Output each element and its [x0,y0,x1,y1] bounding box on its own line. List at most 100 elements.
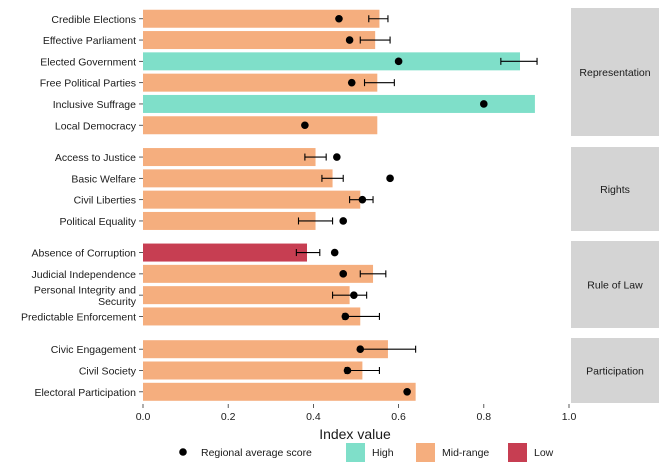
row-label-line: Security [98,296,137,308]
regional-average-dot [339,270,348,278]
row-civil-society: Civil Society [79,361,380,380]
x-axis-title: Index value [319,426,391,442]
regional-average-dot [333,153,341,161]
regional-average-dot [394,57,403,66]
bar [143,243,308,262]
legend-label-mid-range: Mid-range [442,447,489,459]
regional-average-dot [330,248,339,257]
bar [143,9,380,28]
bar [143,264,374,283]
legend-swatch-mid-range [416,443,435,462]
row-credible-elections: Credible Elections [51,9,389,28]
legend-swatch-high [346,443,365,462]
bar [143,52,521,71]
bar [143,361,363,380]
regional-average-dot [343,366,352,375]
bar [143,73,378,92]
x-tick-label: 0.6 [391,411,406,423]
row-label: Absence of Corruption [32,248,137,260]
row-effective-parliament: Effective Parliament [43,31,391,50]
chart-panels: Representation Credible Elections Effectiv… [21,8,659,403]
x-tick-label: 0.4 [306,411,321,423]
x-tick-label: 0.0 [136,411,151,423]
x-tick-label: 0.2 [221,411,236,423]
bar [143,340,388,359]
regional-average-dot [347,78,356,87]
facet-label: Rights [600,184,630,196]
row-label: Access to Justice [55,152,136,164]
legend-dot-label: Regional average score [201,447,312,459]
legend: Regional average score High Mid-range Low [179,443,554,462]
bar [143,94,535,113]
x-tick-label: 0.8 [476,411,491,423]
row-local-democracy: Local Democracy [55,116,378,135]
facet-label: Rule of Law [587,280,643,292]
row-label: Credible Elections [51,14,136,26]
regional-average-dot [386,174,394,183]
facet-strip [571,338,659,403]
facet-strip [571,8,659,136]
row-civil-liberties: Civil Liberties [74,190,374,209]
bar [143,307,361,326]
regional-average-dot [356,345,365,354]
row-basic-welfare: Basic Welfare [71,169,394,188]
legend-swatch-low [508,443,527,462]
bar [143,31,376,50]
facet-rule-of-law: Rule of Law Absence of Corruption Judicial… [21,241,659,328]
row-access-to-justice: Access to Justice [55,148,341,167]
regional-average-dot [341,312,350,321]
row-label: Civil Liberties [74,195,136,207]
facet-label: Representation [579,67,650,79]
row-label: Inclusive Suffrage [53,99,136,111]
facet-rights: Rights Access to Justice Basic Welfare Civi… [55,147,659,231]
row-label: Personal Integrity and Security [34,285,137,309]
row-label: Electoral Participation [34,387,136,399]
bar [143,190,361,209]
legend-dot-icon [179,448,187,456]
facet-participation: Participation Civic Engagement Civil Socie… [34,338,659,403]
row-label: Civic Engagement [51,344,136,356]
row-personal-integrity-and-security: Personal Integrity and Security [34,285,368,309]
row-label: Predictable Enforcement [21,311,136,323]
row-elected-government: Elected Government [40,52,538,71]
regional-average-dot [339,217,348,225]
regional-average-dot [358,195,367,204]
row-label: Political Equality [60,216,137,228]
facet-strip [571,147,659,231]
row-absence-of-corruption: Absence of Corruption [32,243,339,262]
row-judicial-independence: Judicial Independence [32,264,387,283]
row-civic-engagement: Civic Engagement [51,340,417,359]
row-political-equality: Political Equality [60,211,348,230]
x-tick-label: 1.0 [562,411,577,423]
facet-representation: Representation Credible Elections Effectiv… [40,8,659,136]
row-label: Free Political Parties [40,78,136,90]
regional-average-dot [335,14,343,23]
regional-average-dot [403,388,411,396]
regional-average-dot [350,291,358,299]
bar [143,116,378,135]
regional-average-dot [301,121,309,130]
row-label: Effective Parliament [43,35,136,47]
regional-average-dot [345,36,354,44]
row-label: Elected Government [40,56,136,68]
bar [143,211,316,230]
bar [143,286,350,305]
facet-strip [571,241,659,328]
x-axis: 0.0 0.2 0.4 0.6 0.8 1.0 [136,404,577,423]
row-inclusive-suffrage: Inclusive Suffrage [53,94,535,113]
row-electoral-participation: Electoral Participation [34,382,416,401]
row-label: Local Democracy [55,120,137,132]
bar [143,382,416,401]
row-label: Judicial Independence [32,269,137,281]
row-label-line: Personal Integrity and [34,285,136,297]
legend-label-high: High [372,447,394,459]
legend-label-low: Low [534,447,554,459]
regional-average-dot [480,100,488,108]
bar [143,169,333,188]
row-free-political-parties: Free Political Parties [40,73,395,92]
facet-label: Participation [586,366,644,378]
row-predictable-enforcement: Predictable Enforcement [21,307,380,326]
row-label: Basic Welfare [71,173,136,185]
bar [143,148,316,167]
